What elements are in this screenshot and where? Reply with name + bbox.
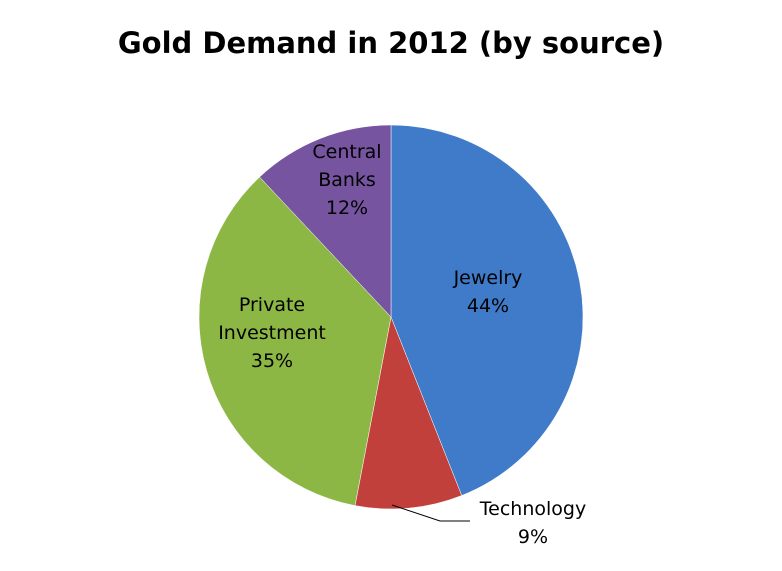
- pie-slice-technology: [354, 316, 463, 510]
- slice-label-central-banks-line-2: Banks: [318, 169, 376, 191]
- leader-line-technology: [391, 504, 470, 522]
- pie-slice-jewelry: [390, 124, 584, 496]
- slice-labels: Jewelry 44% Technology 9% Private Investment 3…: [218, 141, 586, 548]
- slice-label-technology-line-1: Technology: [479, 498, 586, 520]
- slice-label-jewelry-line-2: 44%: [467, 295, 509, 317]
- slice-label-central-banks-line-3: 12%: [326, 197, 368, 219]
- slice-label-central-banks-line-1: Central: [312, 141, 381, 163]
- slice-label-jewelry-line-1: Jewelry: [453, 267, 523, 289]
- slice-label-private-investment-line-1: Private: [239, 294, 305, 316]
- pie-slice-private-investment: [198, 176, 392, 506]
- chart-title: Gold Demand in 2012 (by source): [117, 26, 665, 60]
- slice-label-technology-line-2: 9%: [518, 526, 548, 548]
- slice-label-private-investment-line-3: 35%: [251, 350, 293, 372]
- pie-slices: [198, 124, 584, 510]
- leader-lines: [391, 504, 470, 522]
- slice-label-private-investment-line-2: Investment: [218, 322, 326, 344]
- pie-slice-central-banks: [259, 124, 392, 318]
